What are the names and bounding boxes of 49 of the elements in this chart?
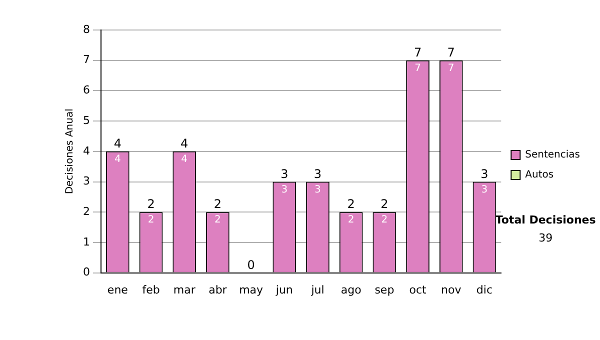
- data-label: 4: [114, 154, 121, 165]
- x-tick-label: sep: [374, 283, 394, 296]
- x-tick-label: jul: [310, 283, 324, 296]
- total-label: 2: [214, 197, 222, 212]
- y-tick-label: 2: [83, 204, 90, 218]
- x-tick-label: mar: [173, 283, 196, 296]
- total-label: 0: [247, 258, 255, 272]
- total-label: 4: [114, 136, 122, 151]
- total-label: 2: [380, 197, 388, 212]
- x-tick-label: jun: [274, 283, 293, 296]
- x-tick-label: feb: [142, 283, 160, 296]
- annotation: Total Decisiones: [495, 213, 596, 226]
- legend-label: Autos: [525, 170, 554, 181]
- x-tick-label: oct: [409, 283, 428, 296]
- total-label: 7: [447, 45, 455, 60]
- x-tick-label: ago: [340, 283, 362, 296]
- x-tick-label: abr: [208, 283, 228, 296]
- data-label: 3: [281, 184, 288, 196]
- data-label: 3: [481, 184, 488, 196]
- legend-label: Sentencias: [525, 150, 580, 161]
- y-tick-label: 1: [83, 235, 90, 248]
- x-tick-label: ene: [107, 283, 128, 296]
- data-label: 7: [414, 62, 421, 74]
- total-label: 7: [414, 45, 422, 60]
- data-label: 4: [181, 154, 188, 165]
- y-tick-label: 3: [83, 174, 90, 188]
- x-tick-label: dic: [476, 283, 493, 296]
- total-label: 3: [280, 166, 288, 181]
- x-tick-label: may: [239, 283, 264, 296]
- y-tick-label: 8: [83, 22, 90, 36]
- data-label: 2: [214, 214, 221, 226]
- data-label: 3: [314, 184, 321, 196]
- data-label: 7: [448, 62, 454, 74]
- total-label: 3: [314, 166, 322, 181]
- data-label: 2: [381, 214, 388, 226]
- y-tick-label: 6: [83, 84, 90, 97]
- total-label: 4: [180, 136, 188, 151]
- data-label: 2: [148, 214, 154, 226]
- y-axis-title: Decisiones Anual: [64, 108, 76, 194]
- data-label: 2: [348, 214, 354, 226]
- x-tick-label: nov: [441, 283, 462, 296]
- total-label: 2: [147, 197, 155, 212]
- y-tick-label: 4: [83, 144, 90, 158]
- total-label: 2: [347, 197, 355, 212]
- text: 39: [538, 231, 553, 244]
- y-tick-label: 7: [83, 53, 90, 66]
- y-tick-label: 0: [83, 266, 90, 279]
- y-tick-label: 5: [83, 114, 90, 127]
- total-label: 3: [480, 166, 488, 181]
